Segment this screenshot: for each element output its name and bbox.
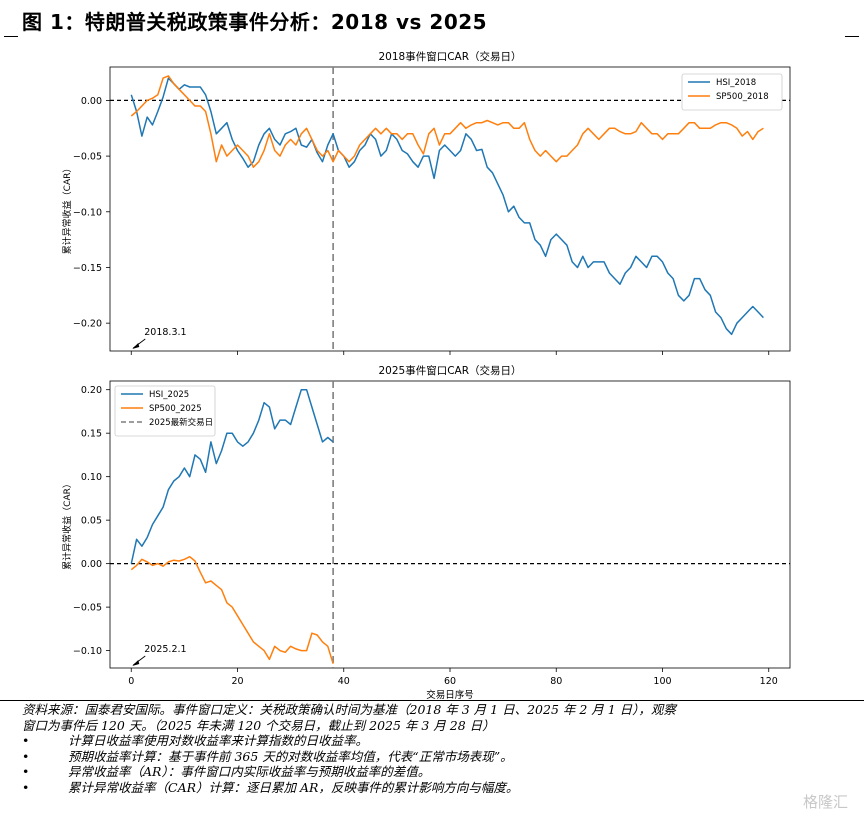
- y-tick-label: −0.15: [73, 263, 102, 274]
- note-line: 窗口为事件后 120 天。（2025 年未满 120 个交易日，截止到 2025…: [22, 717, 495, 733]
- annotation-label: 2018.3.1: [144, 327, 186, 338]
- y-tick-label: −0.10: [73, 646, 102, 657]
- title-rule: [0, 36, 864, 38]
- note-item: • 预期收益率计算：基于事件前 365 天的对数收益率均值，代表“正常市场表现”。: [22, 749, 852, 765]
- y-tick-label: 0.00: [81, 96, 102, 107]
- x-tick-label: 60: [444, 676, 456, 687]
- notes-divider: [0, 700, 864, 701]
- chart-title: 2018事件窗口CAR（交易日）: [378, 50, 521, 63]
- series-line-SP500_2018: [130, 75, 764, 168]
- note-item: • 累计异常收益率（CAR）计算：逐日累加 AR，反映事件的累计影响方向与幅度。: [22, 780, 852, 796]
- legend-label: SP500_2018: [716, 92, 769, 102]
- chart-canvas: 2018事件窗口CAR（交易日） 累计异常收益（CAR） 0.00 −0.05 −0.1…: [61, 50, 791, 700]
- y-tick-label: 0.00: [81, 559, 102, 570]
- y-tick-label: 0.05: [81, 516, 102, 527]
- note-item-text: 预期收益率计算：基于事件前 365 天的对数收益率均值，代表“正常市场表现”。: [68, 748, 513, 764]
- y-tick-label: 0.15: [81, 429, 102, 440]
- bullet-icon: •: [22, 733, 30, 748]
- y-axis-label: 累计异常收益（CAR）: [61, 164, 73, 255]
- series-line-HSI_2018: [130, 77, 764, 336]
- series-line-SP500_2025: [130, 555, 334, 664]
- legend-box: [681, 73, 783, 111]
- note-item-text: 累计异常收益率（CAR）计算：逐日累加 AR，反映事件的累计影响方向与幅度。: [68, 779, 519, 795]
- watermark-logo: 格隆汇: [802, 793, 848, 811]
- note-line: 资料来源：国泰君安国际。事件窗口定义：关税政策确认时间为基准（2018 年 3 …: [22, 702, 676, 717]
- y-tick-label: −0.20: [73, 319, 102, 330]
- legend-label: SP500_2025: [149, 404, 202, 414]
- note-item-text: 异常收益率（AR）：事件窗口内实际收益率与预期收益率的差值。: [68, 764, 431, 779]
- legend-box: [114, 385, 216, 437]
- y-tick-label: 0.20: [81, 385, 102, 396]
- x-tick-label: 40: [338, 676, 350, 687]
- y-tick-label: −0.05: [73, 603, 102, 614]
- note-item: • 计算日收益率使用对数收益率来计算指数的日收益率。: [22, 733, 852, 749]
- figure-title: 图 1：特朗普关税政策事件分析：2018 vs 2025: [22, 10, 488, 34]
- bullet-icon: •: [22, 748, 30, 764]
- x-tick-label: 120: [760, 676, 778, 687]
- x-axis-label: 交易日序号: [426, 689, 474, 700]
- bullet-icon: •: [22, 764, 30, 779]
- bullet-icon: •: [22, 779, 30, 795]
- y-tick-label: −0.05: [73, 152, 102, 163]
- note-item-text: 计算日收益率使用对数收益率来计算指数的日收益率。: [68, 733, 369, 748]
- x-tick-label: 0: [128, 676, 134, 687]
- legend-label: 2025最新交易日: [149, 417, 213, 428]
- legend-label: HSI_2018: [716, 78, 756, 88]
- annotation-arrowhead: [132, 343, 140, 349]
- x-tick-label: 20: [231, 676, 243, 687]
- x-tick-label: 100: [653, 676, 671, 687]
- annotation-label: 2025.2.1: [144, 644, 186, 655]
- series-line-HSI_2025: [130, 388, 334, 564]
- x-tick-label: 80: [550, 676, 562, 687]
- y-axis-label: 累计异常收益（CAR）: [61, 479, 73, 570]
- y-tick-label: −0.10: [73, 207, 102, 218]
- legend-label: HSI_2025: [149, 390, 189, 400]
- y-tick-label: 0.10: [81, 472, 102, 483]
- annotation-arrowhead: [132, 660, 140, 666]
- chart-title: 2025事件窗口CAR（交易日）: [378, 364, 521, 377]
- notes-block: 资料来源：国泰君安国际。事件窗口定义：关税政策确认时间为基准（2018 年 3 …: [22, 702, 852, 795]
- note-item: • 异常收益率（AR）：事件窗口内实际收益率与预期收益率的差值。: [22, 764, 852, 780]
